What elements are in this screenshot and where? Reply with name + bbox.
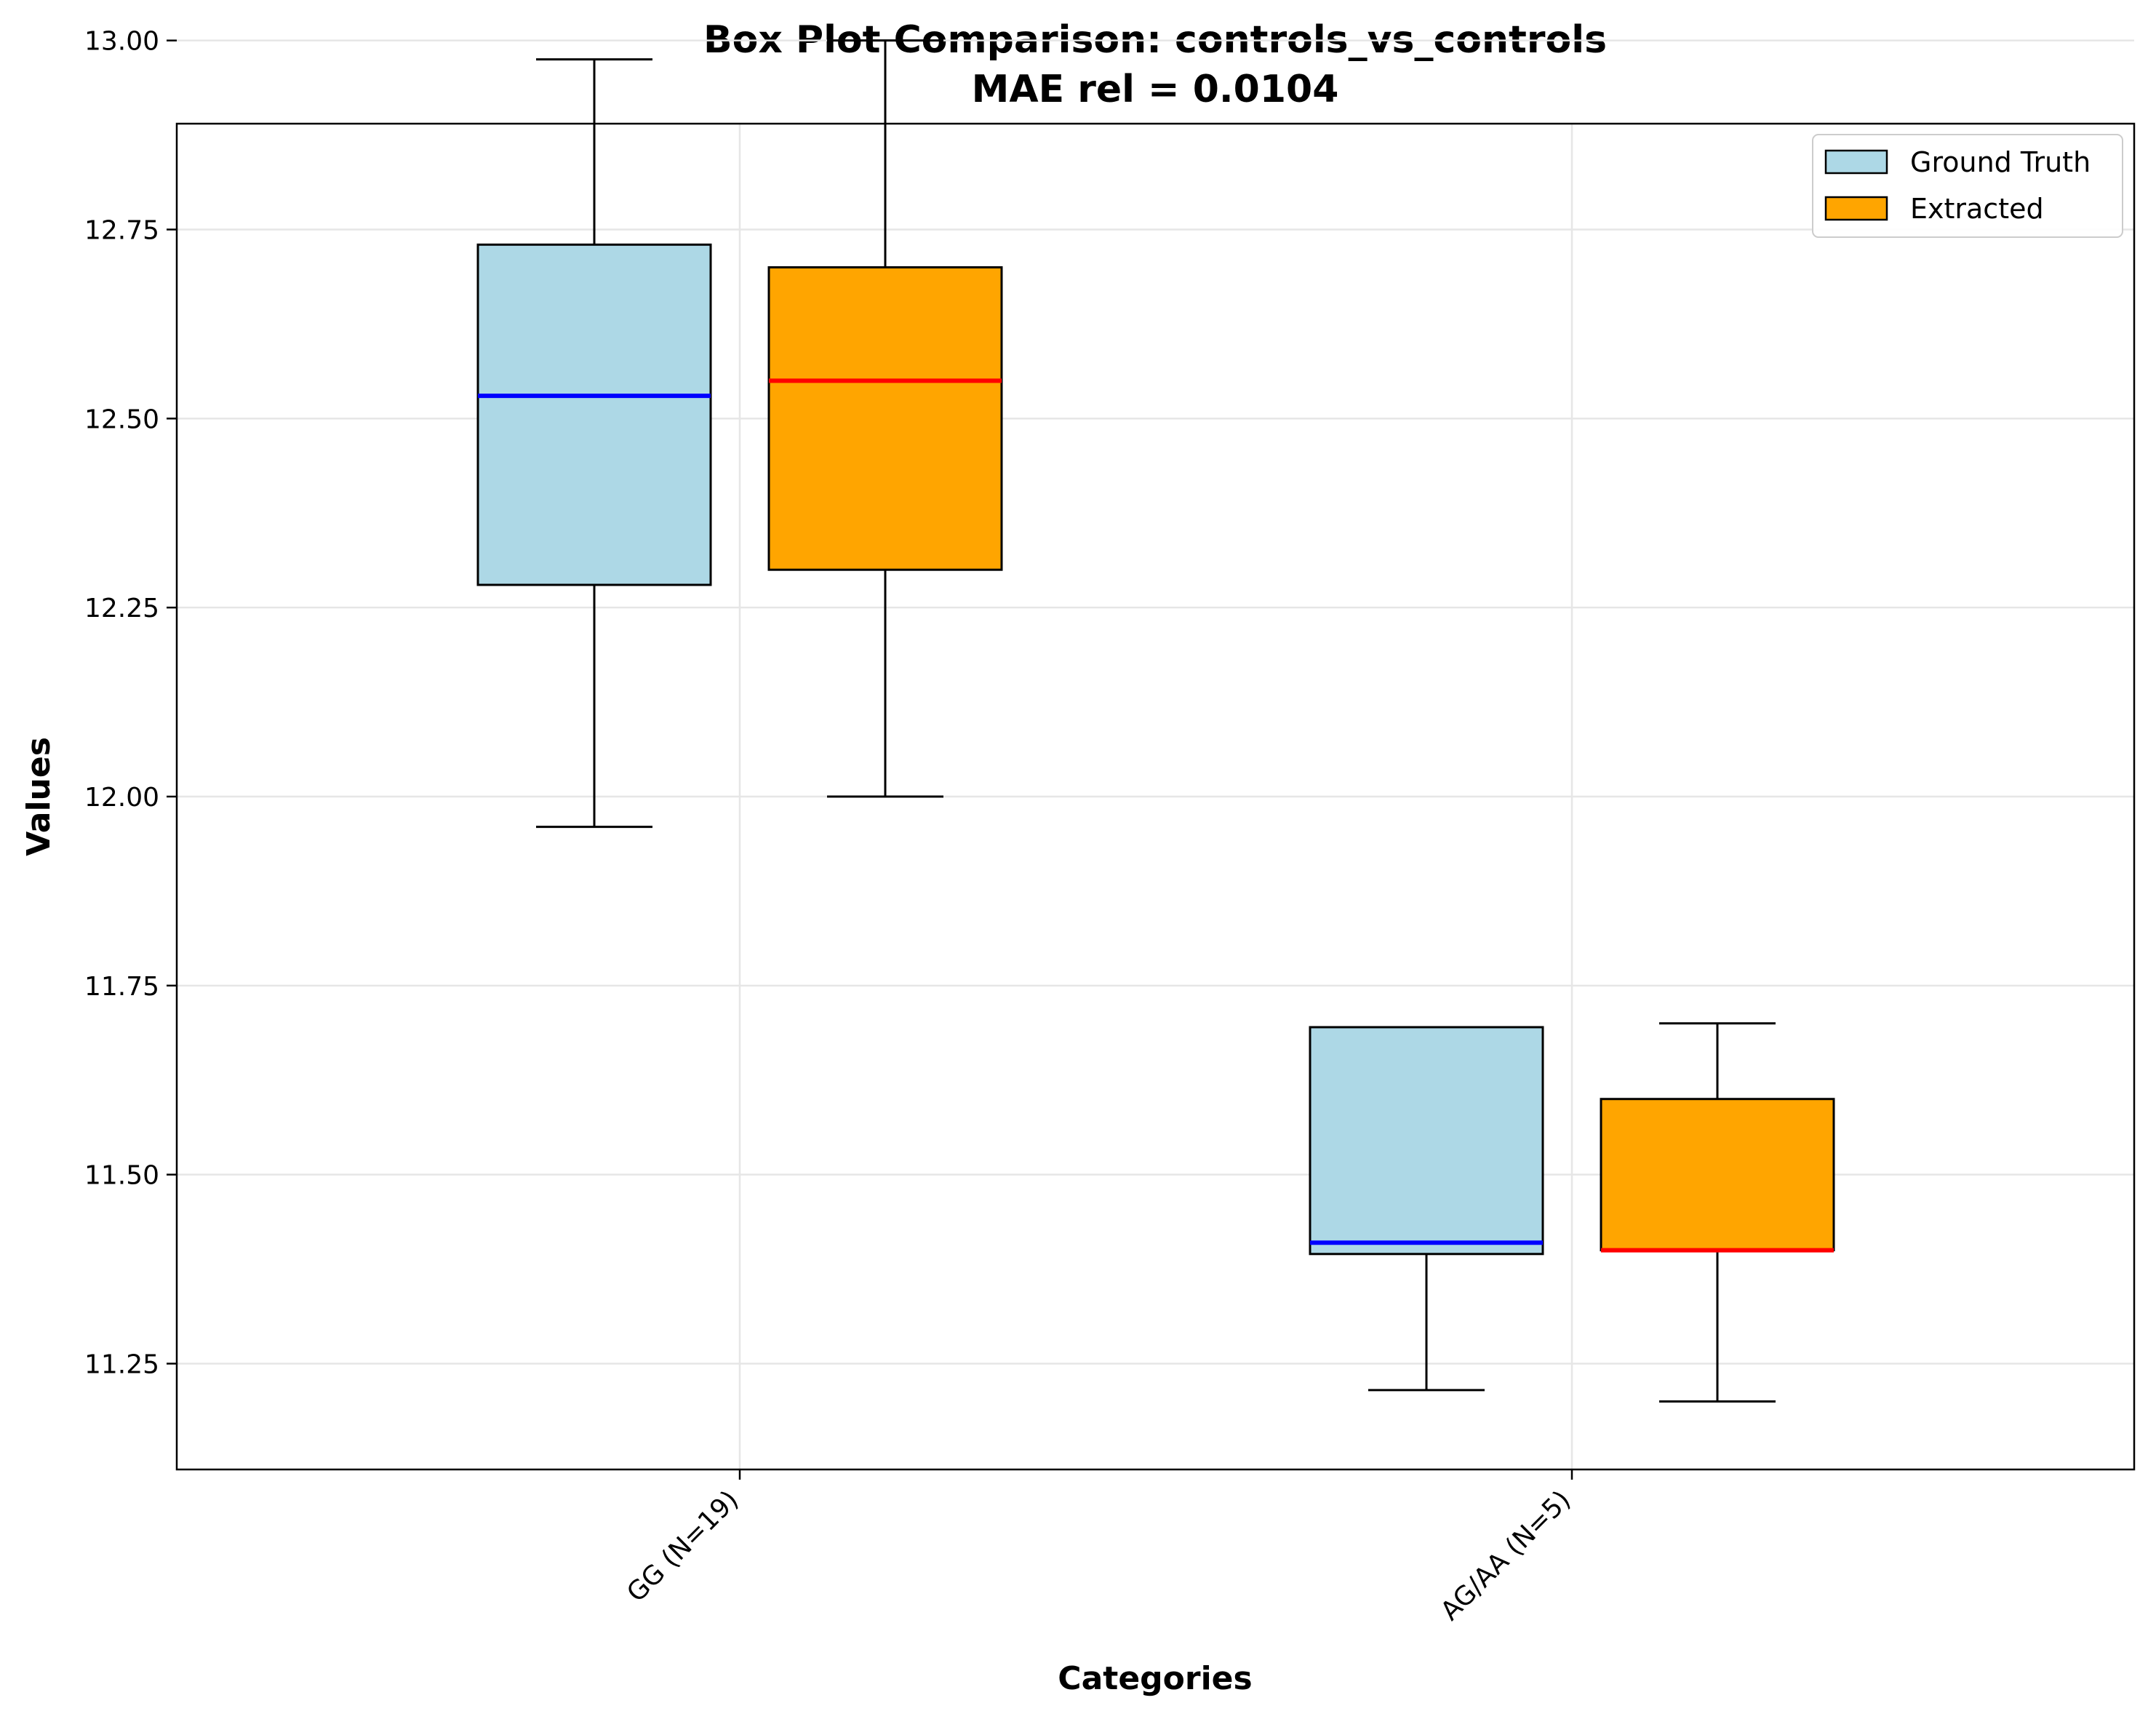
y-tick-label: 12.25 <box>84 594 159 623</box>
box-body <box>476 243 712 586</box>
y-axis: 11.25 11.50 11.75 12.00 12.25 12.50 12.75 13.00 <box>84 27 177 1379</box>
legend-swatch-extracted <box>1824 196 1888 221</box>
y-tick-label: 12.50 <box>84 404 159 434</box>
box-ground-truth-2 <box>1309 1026 1544 1392</box>
legend-label-extracted: Extracted <box>1910 193 2044 225</box>
legend-swatch-ground-truth <box>1824 149 1888 175</box>
box-body <box>1600 1098 1835 1252</box>
x-axis-label: Categories <box>1058 1660 1252 1697</box>
legend-frame <box>1812 134 2123 238</box>
box-body <box>1309 1026 1544 1256</box>
y-tick-label: 12.75 <box>84 216 159 246</box>
box-extracted-2 <box>1600 1022 1835 1403</box>
y-axis-label: Values <box>20 737 57 856</box>
y-tick-label: 12.00 <box>84 783 159 813</box>
box-body <box>767 266 1003 571</box>
y-tick-label: 11.75 <box>84 972 159 1002</box>
y-tick-label: 11.25 <box>84 1349 159 1379</box>
box-ground-truth-1 <box>476 58 712 829</box>
grid-lines <box>177 39 2134 1469</box>
y-tick-label: 11.50 <box>84 1161 159 1191</box>
y-tick-label: 13.00 <box>84 27 159 57</box>
legend-label-ground-truth: Ground Truth <box>1910 146 2091 178</box>
plot-area <box>476 39 1835 1403</box>
chart-subtitle: MAE rel = 0.0104 <box>972 68 1339 111</box>
legend: Ground Truth Extracted <box>1812 134 2123 238</box>
box-extracted-1 <box>767 39 1003 798</box>
